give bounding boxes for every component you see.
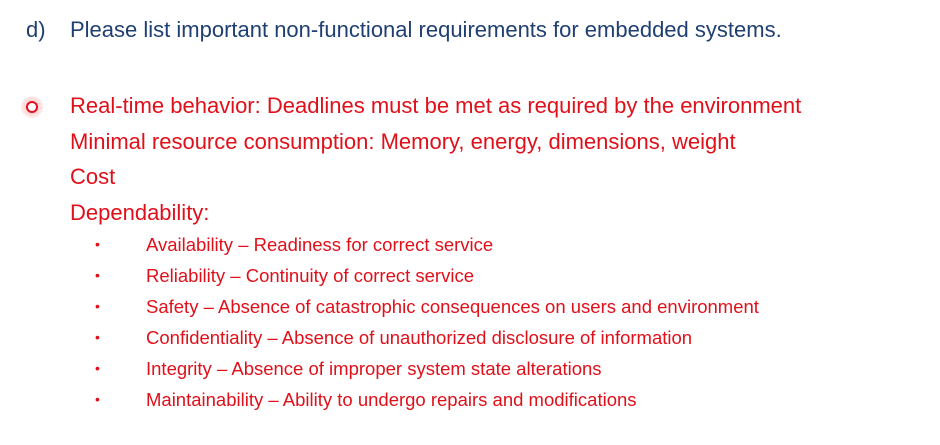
question-line: d) Please list important non-functional r… bbox=[26, 16, 930, 44]
list-item-text: Integrity – Absence of improper system s… bbox=[146, 358, 602, 379]
bullet-icon: • bbox=[95, 391, 100, 407]
answer-list: Real-time behavior: Deadlines must be me… bbox=[70, 88, 801, 230]
list-item-text: Availability – Readiness for correct ser… bbox=[146, 234, 494, 255]
answer-dependability: Dependability: bbox=[70, 199, 210, 225]
pointer-highlight-icon bbox=[21, 96, 43, 118]
bullet-icon: • bbox=[95, 267, 100, 283]
list-item-text: Safety – Absence of catastrophic consequ… bbox=[146, 296, 759, 317]
list-item-text: Maintainability – Ability to undergo rep… bbox=[146, 389, 637, 410]
bullet-icon: • bbox=[95, 236, 100, 252]
bullet-icon: • bbox=[95, 360, 100, 376]
answer-real-time: Real-time behavior: Deadlines must be me… bbox=[70, 93, 802, 118]
bullet-icon: • bbox=[95, 329, 100, 345]
question-text: Please list important non-functional req… bbox=[70, 17, 782, 42]
list-item: • Availability – Readiness for correct se… bbox=[95, 229, 759, 260]
list-item: • Reliability – Continuity of correct ser… bbox=[95, 260, 759, 291]
list-item: • Maintainability – Ability to undergo re… bbox=[95, 384, 759, 415]
list-item: • Safety – Absence of catastrophic conseq… bbox=[95, 291, 759, 322]
question-letter: d) bbox=[26, 17, 46, 42]
list-item: • Integrity – Absence of improper system … bbox=[95, 353, 759, 384]
dependability-list: • Availability – Readiness for correct se… bbox=[95, 229, 759, 415]
list-item-text: Confidentiality – Absence of unauthorize… bbox=[146, 327, 693, 348]
bullet-icon: • bbox=[95, 298, 100, 314]
list-item-text: Reliability – Continuity of correct serv… bbox=[146, 265, 474, 286]
answer-resource-consumption: Minimal resource consumption: Memory, en… bbox=[70, 128, 736, 154]
answer-cost: Cost bbox=[70, 164, 116, 189]
list-item: • Confidentiality – Absence of unauthoriz… bbox=[95, 322, 759, 353]
